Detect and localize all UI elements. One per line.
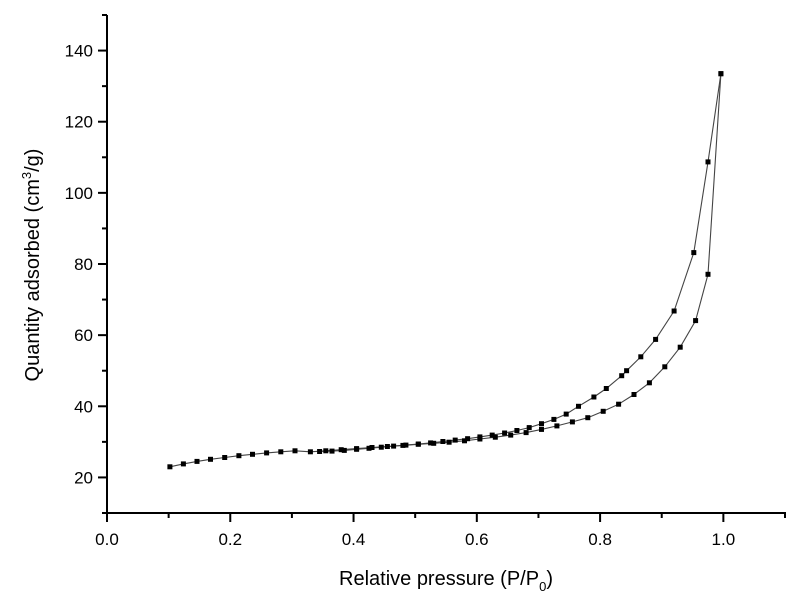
data-point-desorption <box>539 421 544 427</box>
data-point-adsorption <box>167 464 173 470</box>
data-point-adsorption <box>384 444 390 449</box>
data-point-adsorption <box>338 447 344 453</box>
data-point-adsorption <box>646 380 652 386</box>
data-point-desorption <box>378 444 384 450</box>
data-point-desorption <box>366 445 372 451</box>
data-point-desorption <box>317 449 323 454</box>
data-point-desorption <box>489 432 495 438</box>
data-point-desorption <box>329 448 335 454</box>
data-point-adsorption <box>585 415 591 421</box>
data-point-desorption <box>514 428 520 433</box>
data-point-adsorption <box>523 430 529 436</box>
data-point-desorption <box>603 386 609 391</box>
data-point-desorption <box>653 336 659 342</box>
data-point-adsorption <box>662 364 668 370</box>
y-tick-label: 60 <box>74 326 93 345</box>
data-point-desorption <box>391 443 397 449</box>
data-point-adsorption <box>264 450 270 456</box>
data-point-desorption <box>415 441 421 447</box>
data-point-adsorption <box>236 453 242 459</box>
data-point-adsorption <box>278 449 284 455</box>
data-point-adsorption <box>677 344 683 350</box>
data-point-adsorption <box>631 392 637 397</box>
data-point-adsorption <box>194 458 200 464</box>
data-point-adsorption <box>693 318 699 324</box>
data-point-adsorption <box>208 456 213 462</box>
data-point-adsorption <box>600 408 606 414</box>
data-point-adsorption <box>323 448 329 454</box>
x-tick-label: 0.2 <box>218 530 242 549</box>
data-point-adsorption <box>492 434 498 440</box>
x-tick-label: 0.6 <box>465 530 489 549</box>
data-point-adsorption <box>250 451 255 457</box>
series-line-desorption <box>319 73 722 453</box>
data-point-desorption <box>619 373 625 379</box>
y-tick-label: 100 <box>65 184 93 203</box>
data-point-desorption <box>551 416 557 422</box>
x-tick-label: 0.4 <box>342 530 366 549</box>
data-point-adsorption <box>180 461 186 467</box>
data-point-desorption <box>465 436 471 442</box>
data-point-desorption <box>354 446 360 452</box>
data-point-adsorption <box>307 449 313 455</box>
data-point-adsorption <box>705 271 711 277</box>
data-point-adsorption <box>539 426 544 432</box>
data-point-desorption <box>563 411 569 417</box>
x-tick-label: 0.8 <box>588 530 612 549</box>
data-point-desorption <box>440 439 446 444</box>
series-markers <box>167 71 724 470</box>
data-point-desorption <box>403 442 409 448</box>
data-point-desorption <box>477 434 483 440</box>
data-point-adsorption <box>400 442 406 448</box>
data-point-adsorption <box>462 438 467 444</box>
data-point-adsorption <box>222 455 228 460</box>
data-point-desorption <box>691 250 697 256</box>
data-point-desorption <box>624 368 630 374</box>
y-tick-label: 80 <box>74 255 93 274</box>
y-tick-label: 20 <box>74 468 93 487</box>
data-point-adsorption <box>616 401 622 407</box>
series-line-adsorption <box>169 73 722 468</box>
series-lines <box>169 73 722 468</box>
data-point-adsorption <box>292 448 298 454</box>
data-point-adsorption <box>554 423 560 429</box>
y-tick-label: 120 <box>65 113 93 132</box>
y-tick-label: 40 <box>74 397 93 416</box>
data-point-desorption <box>718 71 724 77</box>
y-axis-title: Quantity adsorbed (cm3/g) <box>19 149 44 382</box>
axes <box>106 15 786 514</box>
y-ticks: 20 40 60 80 100 120 140 <box>65 14 107 514</box>
data-point-desorption <box>576 403 581 409</box>
x-tick-label: 1.0 <box>712 530 736 549</box>
data-point-desorption <box>705 159 711 165</box>
data-point-adsorption <box>369 445 375 450</box>
data-point-desorption <box>341 447 347 453</box>
data-point-adsorption <box>508 432 514 438</box>
data-point-adsorption <box>431 440 437 446</box>
x-tick-label: 0.0 <box>95 530 119 549</box>
y-tick-label: 140 <box>65 42 93 61</box>
data-point-desorption <box>526 425 532 431</box>
data-point-desorption <box>428 440 434 446</box>
data-point-desorption <box>591 394 597 400</box>
data-point-desorption <box>502 430 508 436</box>
data-point-desorption <box>671 308 677 314</box>
data-point-adsorption <box>446 439 452 445</box>
x-ticks: 0.0 0.2 0.4 0.6 0.8 1.0 <box>95 513 786 549</box>
data-point-desorption <box>452 437 458 443</box>
data-point-desorption <box>638 354 644 360</box>
x-axis-title: Relative pressure (P/P0) <box>339 568 553 594</box>
data-point-adsorption <box>569 419 575 425</box>
